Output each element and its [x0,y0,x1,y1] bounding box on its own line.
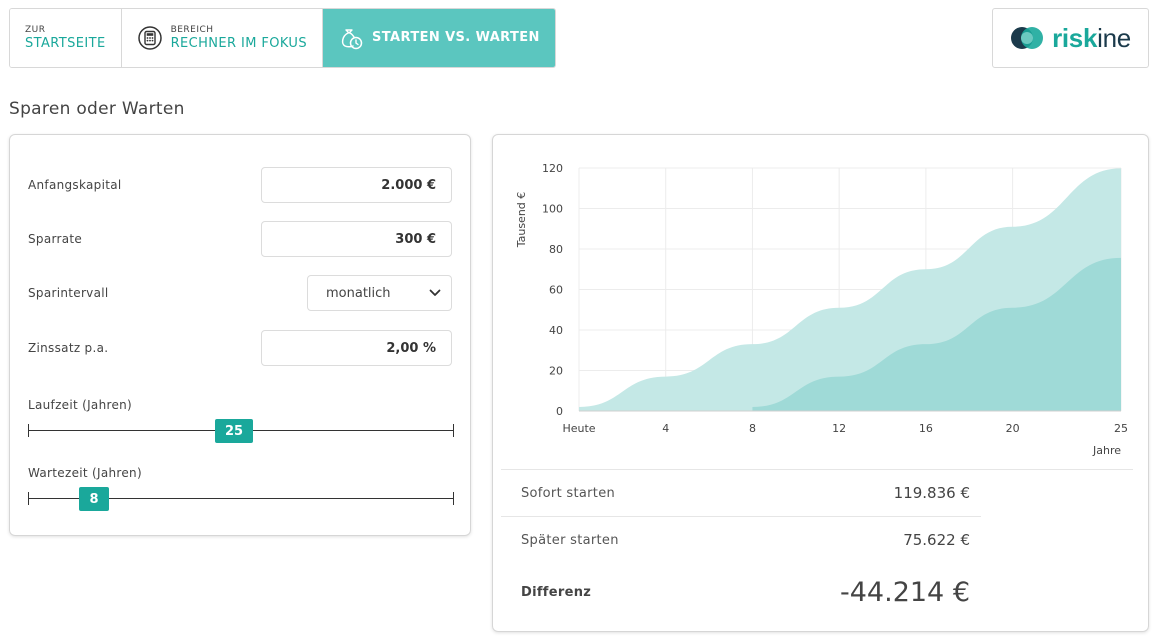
wartezeit-slider[interactable]: 8 [28,487,454,511]
y-tick-label: 80 [549,243,563,256]
x-tick-label: Heute [562,422,595,435]
nav-startseite-label: STARTSEITE [25,36,106,51]
y-tick-label: 120 [542,162,563,175]
nav-startseite-small: ZUR [25,25,46,35]
differenz-value: -44.214 € [840,576,970,608]
page-title: Sparen oder Warten [9,99,185,119]
zinssatz-input[interactable]: 2,00 % [261,330,452,366]
anfangskapital-input[interactable]: 2.000 € [261,167,452,203]
sofort-value: 119.836 € [893,484,970,502]
anfangskapital-label: Anfangskapital [28,178,122,192]
y-tick-label: 20 [549,365,563,378]
spaeter-value: 75.622 € [903,531,970,549]
money-bag-clock-icon [338,25,364,51]
sparintervall-value: monatlich [326,285,391,301]
chevron-down-icon [429,289,441,296]
anfangskapital-row: Anfangskapital 2.000 € [28,167,452,203]
x-tick-label: 8 [749,422,756,435]
sparintervall-select[interactable]: monatlich [307,275,452,311]
sparrate-input[interactable]: 300 € [261,221,452,257]
laufzeit-slider[interactable]: 25 [28,419,454,443]
nav-starten-label: STARTEN VS. WARTEN [372,30,540,45]
x-tick-label: 25 [1114,422,1128,435]
sparintervall-row: Sparintervall monatlich [28,275,452,311]
logo-text: riskine [1052,22,1131,53]
y-tick-label: 60 [549,284,563,297]
nav-starten-vs-warten[interactable]: STARTEN VS. WARTEN [323,9,555,67]
logo[interactable]: riskine [992,8,1149,68]
nav-rechner-label: RECHNER IM FOKUS [170,36,308,51]
x-tick-label: 20 [1006,422,1020,435]
sparrate-row: Sparrate 300 € [28,221,452,257]
area-spaeter [752,257,1121,411]
wartezeit-slider-handle[interactable]: 8 [79,487,109,511]
result-row-sofort: Sofort starten 119.836 € [501,478,981,508]
input-panel: Anfangskapital 2.000 € Sparrate 300 € Sp… [9,134,471,536]
divider [501,516,981,517]
nav-rechner-im-fokus[interactable]: BEREICH RECHNER IM FOKUS [121,9,324,67]
spaeter-label: Später starten [521,532,619,548]
laufzeit-label: Laufzeit (Jahren) [28,398,133,412]
x-tick-label: 12 [832,422,846,435]
laufzeit-slider-handle[interactable]: 25 [215,419,253,443]
sparrate-label: Sparrate [28,232,83,246]
nav-startseite[interactable]: ZUR STARTSEITE [10,9,122,67]
y-axis-label: Tausend € [515,192,528,249]
y-tick-label: 100 [542,203,563,216]
wartezeit-label: Wartezeit (Jahren) [28,466,142,480]
x-tick-label: 16 [919,422,933,435]
zinssatz-row: Zinssatz p.a. 2,00 % [28,330,452,366]
y-tick-label: 0 [556,405,563,418]
result-panel: 0 20 40 60 80 100 120 Heute 4 8 12 16 20 25 Tausend € J… [492,134,1149,632]
result-row-spaeter: Später starten 75.622 € [501,525,981,555]
differenz-label: Differenz [521,584,592,600]
divider [501,469,1133,470]
savings-chart: 0 20 40 60 80 100 120 Heute 4 8 12 16 20 25 Tausend € J… [515,162,1128,457]
calculator-icon [137,25,163,51]
logo-icon [1011,27,1044,49]
top-nav: ZUR STARTSEITE BEREICH RECHNER IM FOKUS [9,8,556,68]
zinssatz-label: Zinssatz p.a. [28,341,109,355]
sofort-label: Sofort starten [521,485,616,501]
x-tick-label: 4 [662,422,669,435]
result-row-differenz: Differenz -44.214 € [501,572,981,612]
nav-rechner-small: BEREICH [170,25,214,35]
x-axis-label: Jahre [1092,444,1121,457]
y-tick-label: 40 [549,324,563,337]
sparintervall-label: Sparintervall [28,286,109,300]
